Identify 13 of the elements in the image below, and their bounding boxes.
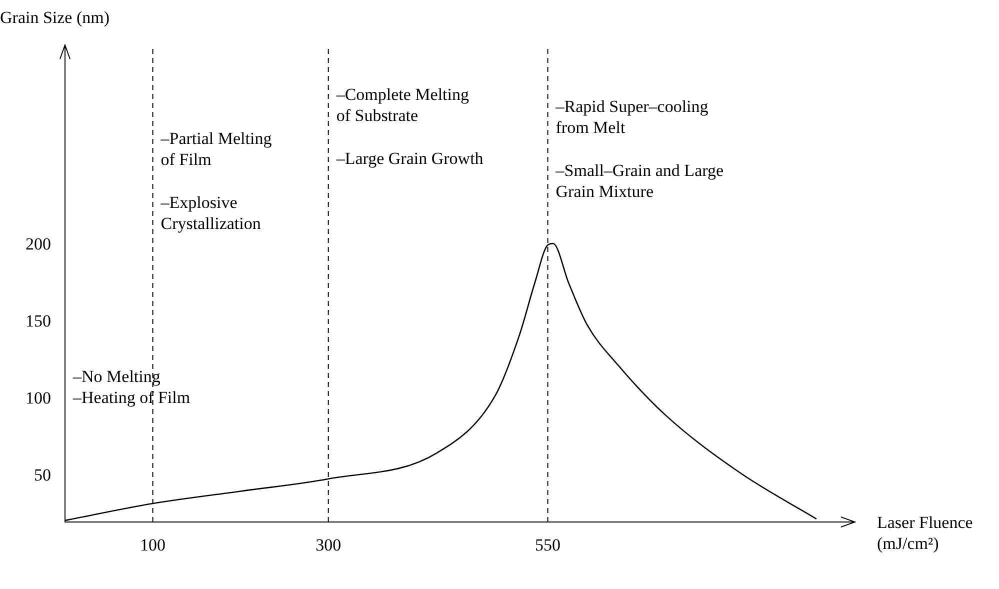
y-tick-label: 200 [26,234,51,254]
x-tick-label: 550 [535,536,561,555]
x-axis-title: Laser Fluence (mJ/cm²) [877,512,974,554]
text: –Partial Melting of Film –Explosive Crystallization [160,129,272,233]
y-tick-label: 150 [26,311,51,330]
text: –Rapid Super–cooling from Melt –Small–Grain and Large Grain Mixture [556,97,724,201]
y-tick-label: 100 [26,388,51,408]
y-tick-label: 50 [34,465,51,484]
text: –Complete Melting of Substrate –Large Grain Growth [336,85,484,168]
x-tick-label: 300 [316,536,342,555]
y-axis-title: Grain Size (nm) [0,7,110,28]
annotation: –No Melting –Heating of Film [73,366,190,408]
x-tick-label: 100 [140,536,166,555]
